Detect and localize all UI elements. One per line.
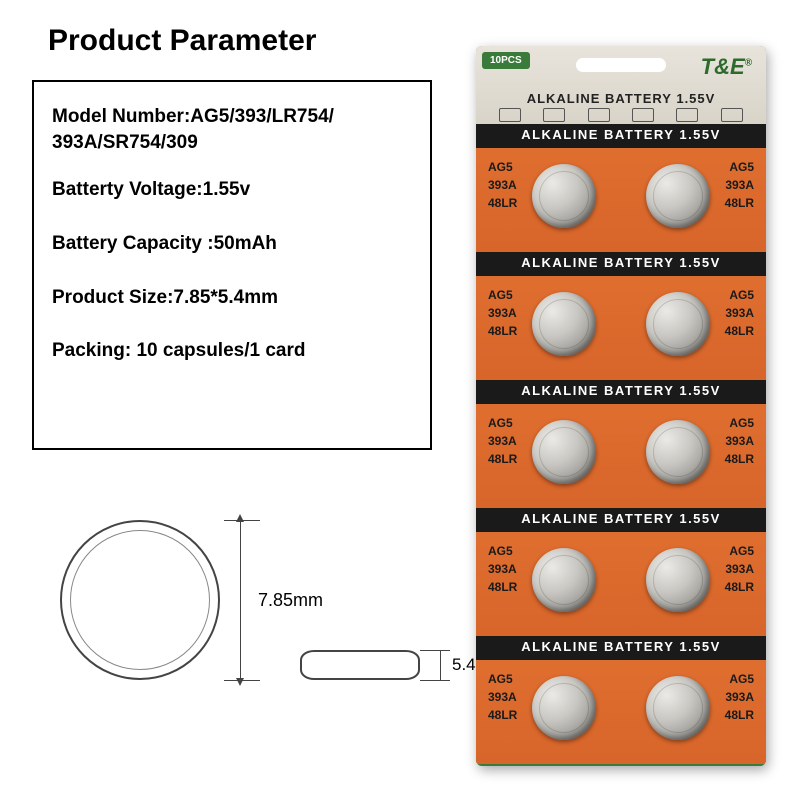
card-header: 10PCS T&E® ALKALINE BATTERY 1.55V [476,46,766,124]
device-icon [499,108,521,122]
battery-cell-icon [532,164,596,228]
battery-cell-icon [532,676,596,740]
spec-packing-label: Packing: [52,340,136,361]
battery-row: ALKALINE BATTERY 1.55V AG5393A48LR AG5393A… [476,252,766,380]
spec-capacity-value: 50mAh [214,233,277,254]
spec-model-label: Model Number: [52,106,190,127]
battery-cell-icon [532,548,596,612]
cell-codes: AG5393A48LR [488,286,517,340]
device-icon [676,108,698,122]
spec-size-label: Product Size: [52,287,173,308]
hang-slot-icon [576,58,666,72]
cell-codes: AG5393A48LR [725,542,754,596]
spec-size: Product Size:7.85*5.4mm [52,285,412,311]
battery-cell-icon [646,164,710,228]
spec-packing: Packing: 10 capsules/1 card [52,338,412,364]
row-strip-label: ALKALINE BATTERY 1.55V [476,383,766,398]
battery-row: ALKALINE BATTERY 1.55V AG5393A48LR AG5393A… [476,636,766,764]
battery-row: ALKALINE BATTERY 1.55V AG5393A48LR AG5393A… [476,508,766,636]
cell-codes: AG5393A48LR [725,414,754,468]
dimension-diagram: 7.85mm 5.4mm [40,500,440,730]
battery-cell-icon [646,292,710,356]
battery-row: ALKALINE BATTERY 1.55V AG5393A48LR AG5393A… [476,124,766,252]
diameter-label: 7.85mm [258,590,323,611]
spec-capacity-label: Battery Capacity : [52,233,214,254]
battery-row: ALKALINE BATTERY 1.55V AG5393A48LR AG5393A… [476,380,766,508]
cell-codes: AG5393A48LR [725,158,754,212]
card-header-sub: ALKALINE BATTERY 1.55V [476,91,766,106]
dim-line [440,650,441,680]
cell-codes: AG5393A48LR [488,670,517,724]
battery-top-inner [70,530,210,670]
spec-table: Model Number:AG5/393/LR754/ 393A/SR754/3… [32,80,432,450]
device-icon [632,108,654,122]
spec-voltage: Batterty Voltage:1.55v [52,177,412,203]
cell-codes: AG5393A48LR [488,542,517,596]
spec-capacity: Battery Capacity :50mAh [52,231,412,257]
battery-pack-card: 10PCS T&E® ALKALINE BATTERY 1.55V ALKALI… [476,46,766,766]
spec-model: Model Number:AG5/393/LR754/ 393A/SR754/3… [52,104,412,155]
row-strip-label: ALKALINE BATTERY 1.55V [476,255,766,270]
battery-side-outline [300,650,420,680]
device-icon [543,108,565,122]
cell-codes: AG5393A48LR [725,286,754,340]
device-icon-row [476,108,766,122]
dim-tick [420,650,450,651]
row-strip-label: ALKALINE BATTERY 1.55V [476,127,766,142]
row-strip-label: ALKALINE BATTERY 1.55V [476,511,766,526]
battery-cell-icon [646,676,710,740]
spec-packing-value: 10 capsules/1 card [136,340,305,361]
battery-cell-icon [532,420,596,484]
cell-codes: AG5393A48LR [725,670,754,724]
dim-tick [420,680,450,681]
spec-size-value: 7.85*5.4mm [173,287,278,308]
brand-text: T&E [701,54,745,79]
pcs-badge: 10PCS [482,52,530,69]
cell-codes: AG5393A48LR [488,414,517,468]
row-strip-label: ALKALINE BATTERY 1.55V [476,639,766,654]
device-icon [721,108,743,122]
spec-voltage-label: Batterty Voltage: [52,179,203,200]
dim-arrow-icon [236,514,244,522]
brand-logo: T&E® [701,54,752,80]
battery-cell-icon [646,420,710,484]
battery-rows: ALKALINE BATTERY 1.55V AG5393A48LR AG5393A… [476,124,766,764]
battery-cell-icon [532,292,596,356]
dim-arrow-icon [236,678,244,686]
spec-voltage-value: 1.55v [203,179,251,200]
device-icon [588,108,610,122]
battery-cell-icon [646,548,710,612]
dim-line [240,518,241,682]
cell-codes: AG5393A48LR [488,158,517,212]
page-title: Product Parameter [48,24,316,58]
